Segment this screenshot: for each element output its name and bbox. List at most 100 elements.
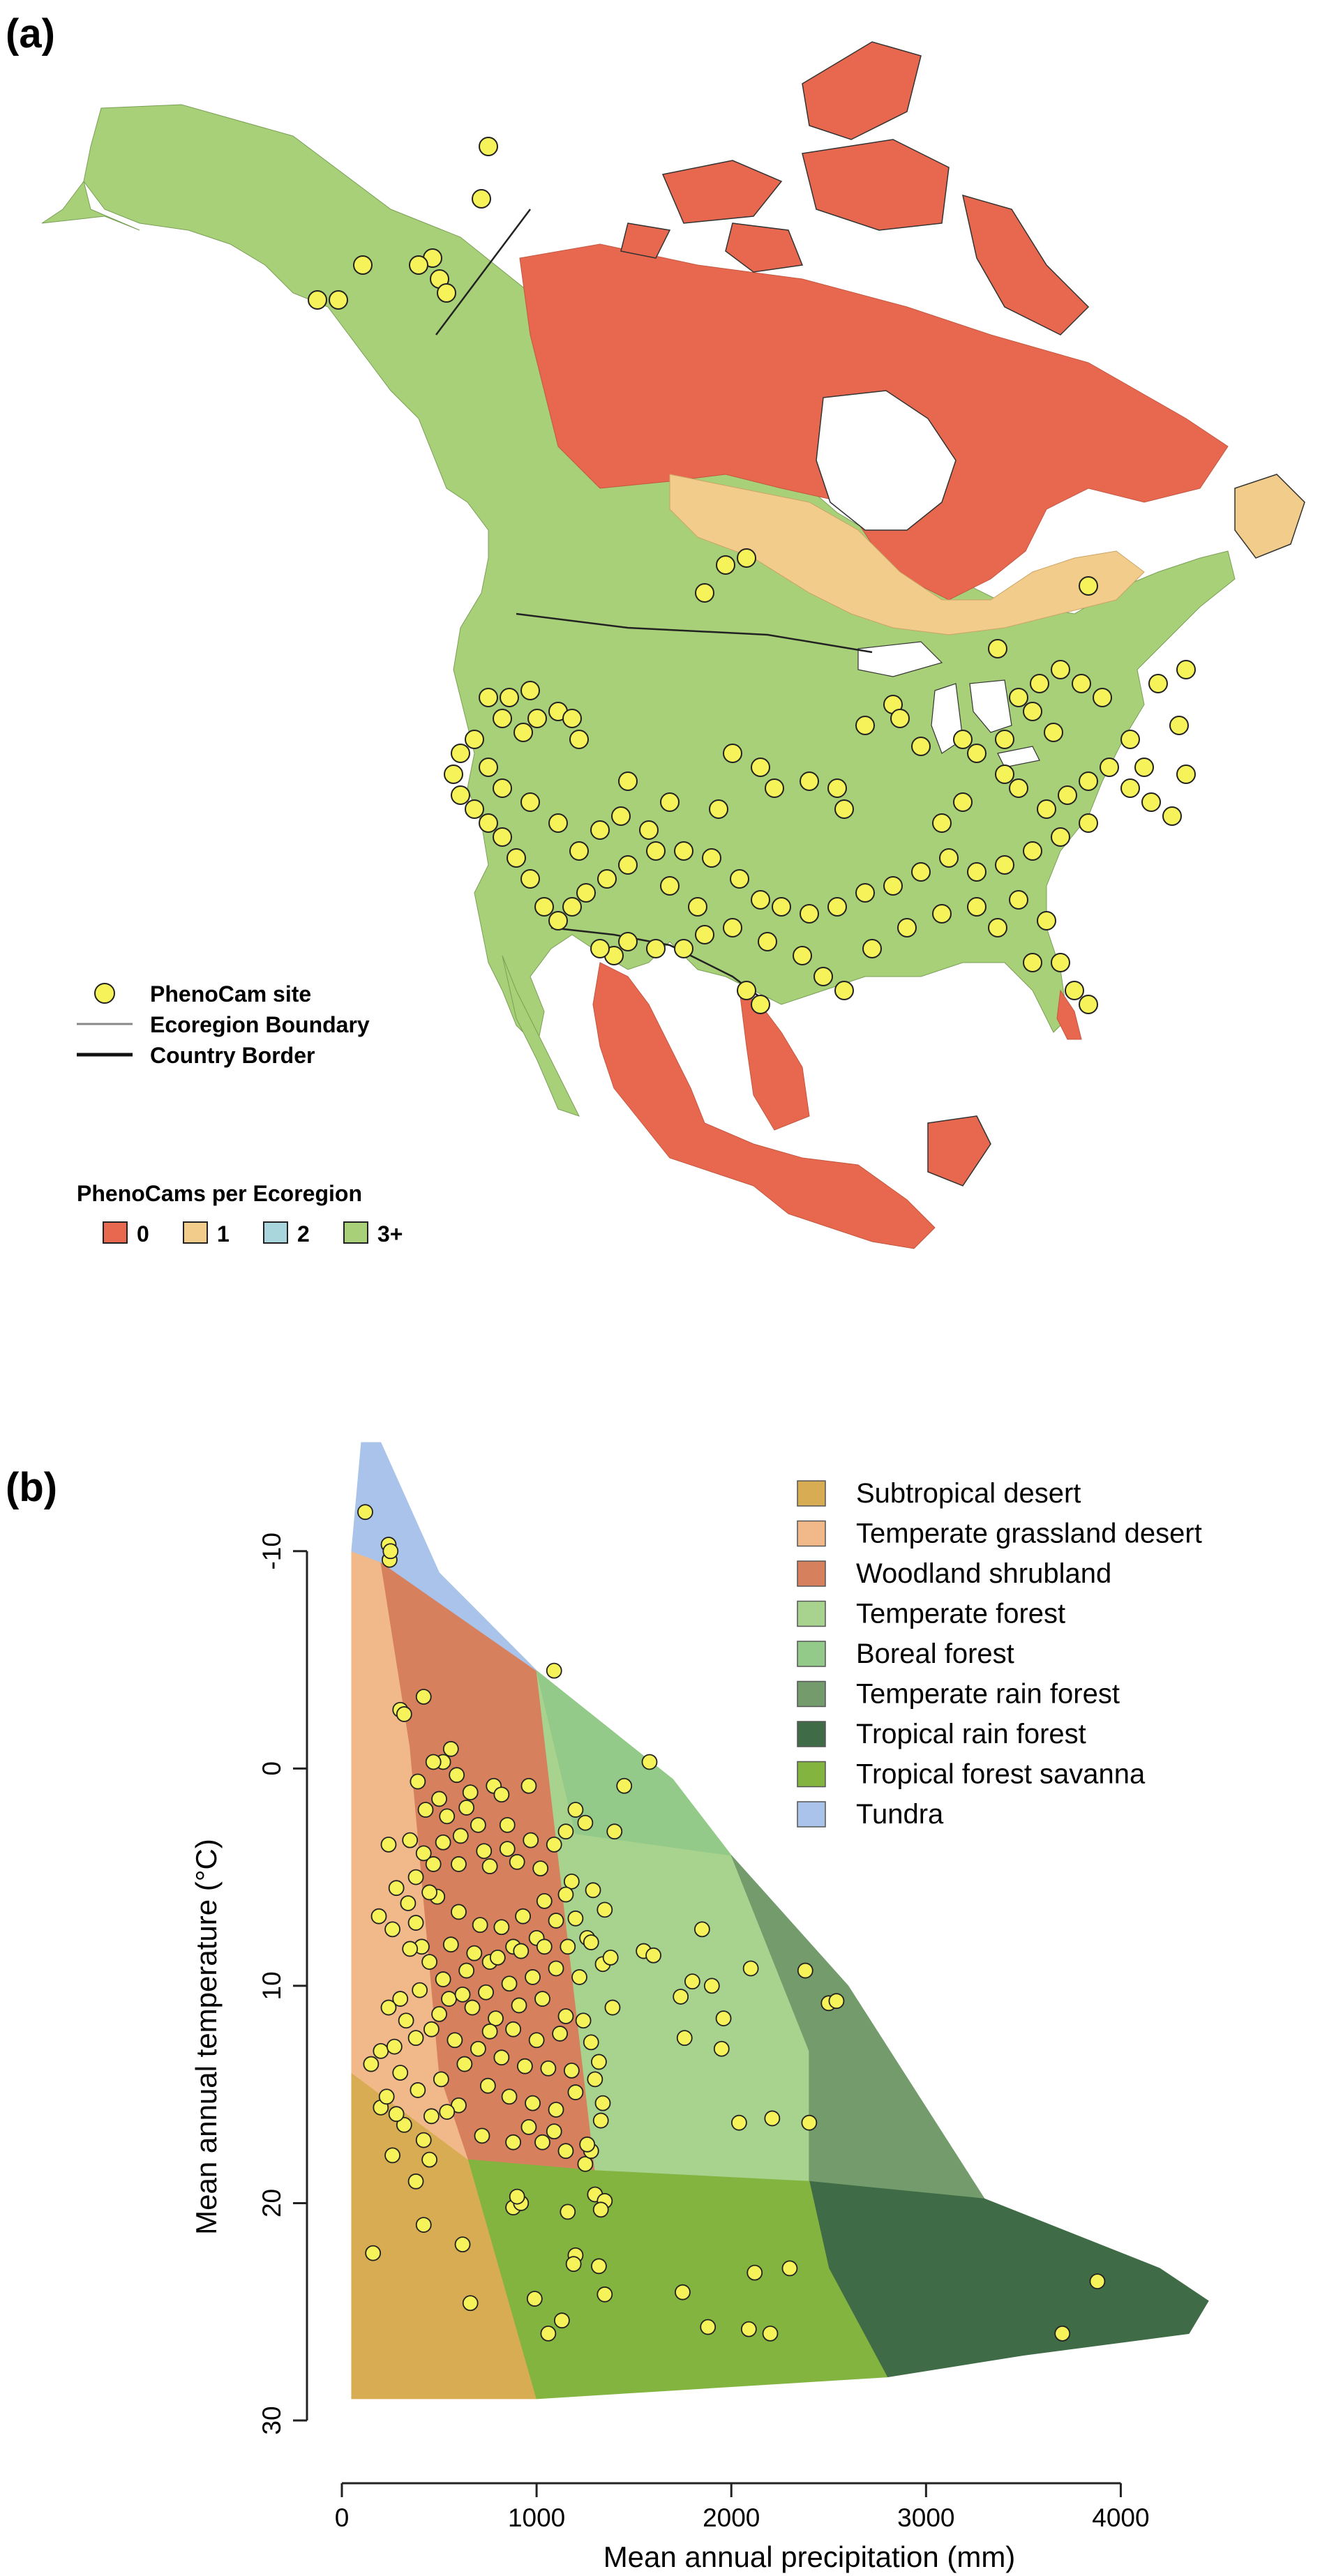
scatter-point bbox=[396, 2116, 412, 2133]
scatter-point bbox=[594, 2095, 611, 2111]
scatter-point bbox=[415, 1689, 432, 1705]
scatter-point bbox=[713, 2040, 730, 2057]
phenocam-site-marker bbox=[883, 876, 903, 896]
scatter-point bbox=[571, 1969, 587, 1985]
scatter-point bbox=[606, 1823, 623, 1840]
scatter-point bbox=[673, 1989, 689, 2005]
x-axis-title: Mean annual precipitation (mm) bbox=[603, 2540, 1016, 2573]
scatter-point bbox=[546, 1662, 562, 1679]
scatter-point bbox=[592, 2112, 609, 2129]
scatter-point bbox=[505, 2021, 522, 2038]
scatter-point bbox=[382, 1543, 399, 1560]
scatter-point bbox=[764, 2110, 781, 2127]
scatter-point bbox=[488, 2010, 504, 2027]
scatter-point bbox=[747, 2264, 763, 2281]
phenocam-site-marker bbox=[597, 869, 617, 889]
scatter-point bbox=[373, 2042, 389, 2059]
phenocam-site-marker bbox=[451, 744, 470, 763]
phenocam-site-marker bbox=[988, 639, 1007, 658]
phenocam-site-marker bbox=[451, 785, 470, 805]
phenocam-site-marker bbox=[507, 848, 526, 868]
phenocam-site-marker bbox=[465, 799, 484, 819]
phenocam-site-marker bbox=[723, 918, 742, 937]
scatter-point bbox=[557, 2008, 574, 2024]
phenocam-site-marker bbox=[1009, 688, 1028, 707]
scatter-point bbox=[439, 1808, 456, 1825]
scatter-point bbox=[715, 2010, 732, 2027]
scatter-point bbox=[388, 2106, 405, 2123]
scatter-point bbox=[396, 1706, 412, 1722]
biome-label: Temperate grassland desert bbox=[856, 1519, 1202, 1549]
legend-ecoregion-label: Ecoregion Boundary bbox=[150, 1012, 370, 1037]
scatter-point bbox=[501, 1975, 518, 1992]
phenocam-site-marker bbox=[444, 764, 463, 784]
florida-tip-0 bbox=[1056, 989, 1082, 1040]
yucatan-0 bbox=[927, 1115, 991, 1187]
scatter-point bbox=[781, 2260, 798, 2277]
scatter-point bbox=[410, 1773, 426, 1790]
scatter-point bbox=[493, 1919, 510, 1936]
phenocam-site-marker bbox=[569, 730, 589, 749]
scatter-point bbox=[400, 1895, 417, 1911]
phenocam-site-marker bbox=[1141, 792, 1161, 812]
biome-swatch bbox=[797, 1641, 826, 1667]
phenocam-site-marker bbox=[688, 897, 707, 917]
scatter-point bbox=[548, 1960, 564, 1977]
scatter-point bbox=[587, 2071, 603, 2088]
scatter-point bbox=[380, 1999, 397, 2016]
scatter-point bbox=[410, 2082, 426, 2098]
scatter-point bbox=[675, 2284, 691, 2300]
band-region-1 bbox=[669, 474, 1145, 635]
scatter-point bbox=[402, 1832, 419, 1848]
y-tick-label: -10 bbox=[257, 1532, 286, 1569]
x-tick-label: 4000 bbox=[1092, 2503, 1149, 2532]
count-label: 3+ bbox=[377, 1221, 403, 1246]
phenocam-site-marker bbox=[1079, 771, 1098, 791]
phenocam-sites bbox=[308, 137, 1196, 1014]
scatter-point bbox=[534, 2134, 550, 2151]
scatter-point bbox=[592, 2201, 609, 2218]
phenocam-site-marker bbox=[723, 744, 742, 763]
scatter-point bbox=[392, 2065, 409, 2081]
phenocam-site-marker bbox=[1037, 799, 1056, 819]
scatter-point bbox=[415, 1845, 432, 1862]
biome-swatch bbox=[797, 1761, 826, 1788]
count-swatch bbox=[103, 1221, 128, 1244]
scatter-point bbox=[421, 2151, 437, 2168]
scatter-point bbox=[478, 1984, 494, 2001]
phenocam-site-marker bbox=[520, 869, 540, 889]
phenocam-site-marker bbox=[953, 730, 973, 749]
scatter-point bbox=[388, 1880, 405, 1897]
phenocam-site-marker bbox=[911, 737, 931, 756]
phenocam-site-marker bbox=[995, 730, 1014, 749]
scatter-point bbox=[499, 1841, 516, 1858]
scatter-point bbox=[447, 2032, 463, 2049]
scatter-point bbox=[557, 2143, 574, 2160]
phenocam-site-marker bbox=[967, 862, 987, 882]
scatter-point bbox=[451, 1904, 467, 1920]
phenocam-site-marker bbox=[479, 688, 498, 707]
phenocam-site-marker bbox=[939, 848, 959, 868]
y-tick-label: 10 bbox=[257, 1971, 286, 2000]
panel-b-label: (b) bbox=[6, 1465, 57, 1510]
scatter-point bbox=[597, 1901, 613, 1918]
phenocam-site-marker bbox=[1009, 778, 1028, 798]
phenocam-site-marker bbox=[548, 813, 568, 833]
scatter-point bbox=[470, 2040, 486, 2057]
scatter-point bbox=[449, 1767, 465, 1784]
phenocam-site-marker bbox=[660, 876, 680, 896]
scatter-point bbox=[481, 2023, 498, 2040]
scatter-point bbox=[597, 2286, 613, 2303]
scatter-point bbox=[421, 1884, 437, 1901]
count-label: 0 bbox=[137, 1221, 149, 1246]
phenocam-site-marker bbox=[308, 290, 327, 310]
scatter-point bbox=[591, 2054, 607, 2070]
scatter-point bbox=[577, 2155, 594, 2172]
scatter-point bbox=[575, 2012, 592, 2029]
phenocam-site-marker bbox=[409, 255, 428, 275]
scatter-point bbox=[540, 2325, 557, 2342]
scatter-point bbox=[516, 2058, 533, 2074]
scatter-point bbox=[454, 1986, 471, 2003]
phenocam-site-marker bbox=[1093, 688, 1112, 707]
map-legend: PhenoCam site Ecoregion Boundary Country… bbox=[77, 981, 370, 1068]
